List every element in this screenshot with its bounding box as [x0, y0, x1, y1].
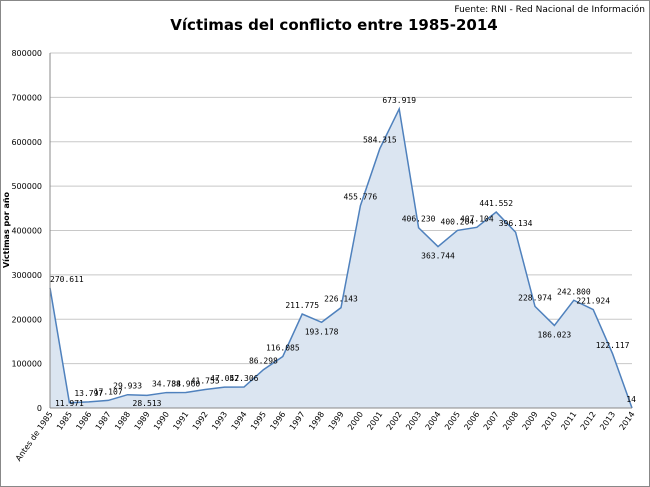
value-label: 406.230: [402, 215, 436, 224]
value-label: 13.797: [74, 389, 103, 398]
value-label: 584.315: [363, 136, 397, 145]
value-label: 47.306: [230, 374, 259, 383]
value-label: 242.800: [557, 287, 591, 296]
value-label: 34.788: [152, 380, 181, 389]
y-axis-title: Víctimas por año: [2, 191, 11, 268]
source: Fuente: RNI - Red Nacional de Informació…: [454, 4, 645, 15]
value-label: 28.513: [133, 399, 162, 408]
value-label: 29.933: [113, 382, 142, 391]
value-label: 116.085: [266, 343, 300, 352]
y-tick-label: 800000: [11, 49, 42, 58]
value-label: 11.971: [55, 399, 84, 408]
y-tick-label: 700000: [11, 93, 42, 102]
y-tick-label: 600000: [11, 138, 42, 147]
chart-title: Víctimas del conflicto entre 1985-2014: [170, 16, 497, 34]
value-label: 441.552: [479, 199, 513, 208]
value-label: 226.143: [324, 295, 358, 304]
value-label: 193.178: [305, 327, 339, 336]
value-label: 270.611: [50, 275, 84, 284]
area: [50, 108, 632, 409]
y-tick-label: 0: [37, 404, 42, 413]
value-label: 14: [626, 395, 636, 404]
value-label: 34.960: [171, 379, 200, 388]
value-label: 47.052: [210, 374, 239, 383]
value-label: 221.924: [576, 297, 610, 306]
y-tick-label: 100000: [11, 360, 42, 369]
value-label: 400.204: [441, 217, 475, 226]
line: [49, 106, 633, 409]
y-tick-label: 500000: [11, 182, 42, 191]
value-label: 407.104: [460, 214, 494, 223]
y-tick-label: 400000: [11, 227, 42, 236]
value-label: 228.974: [518, 293, 552, 302]
value-label: 41.755: [191, 376, 220, 385]
value-label: 211.775: [285, 301, 319, 310]
value-label: 363.744: [421, 252, 455, 261]
value-label: 455.776: [344, 193, 378, 202]
value-label: 17.107: [94, 387, 123, 396]
value-label: 673.919: [382, 96, 416, 105]
value-label: 122.117: [596, 341, 630, 350]
value-label: 186.023: [538, 330, 572, 339]
value-label: 396.134: [499, 219, 533, 228]
value-label: 86.298: [249, 357, 278, 366]
y-tick-label: 300000: [11, 271, 42, 280]
y-tick-label: 200000: [11, 315, 42, 324]
